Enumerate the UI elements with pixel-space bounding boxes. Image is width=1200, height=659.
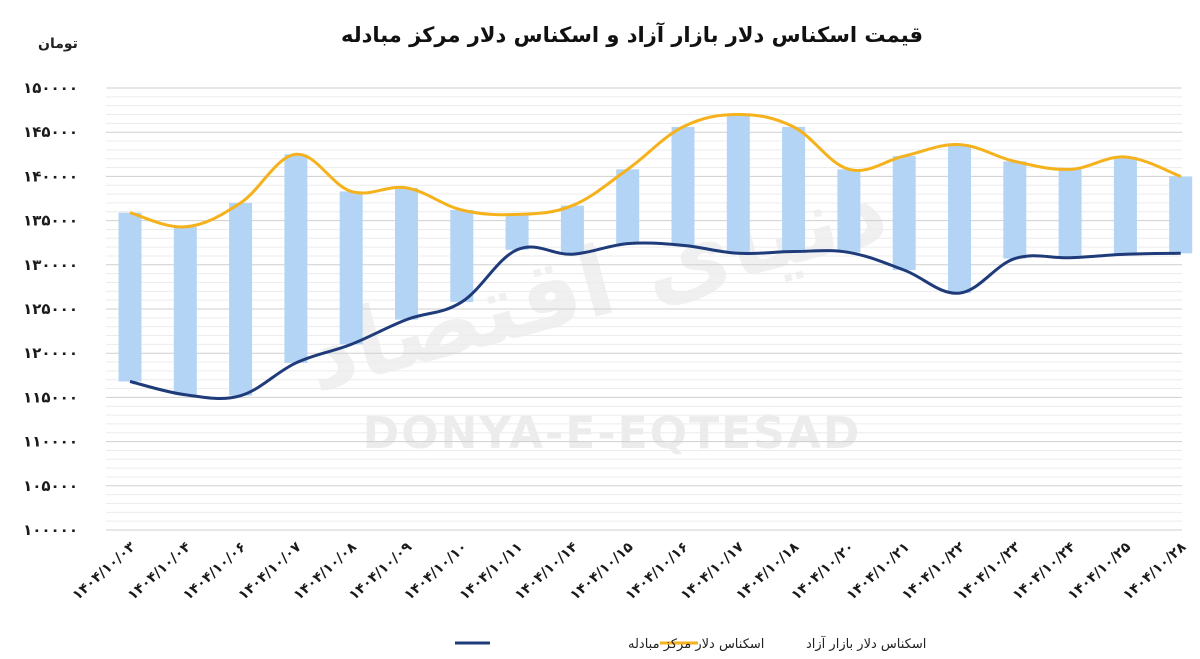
watermark: دنیای اقتصاد DONYA-E-EQTESAD	[293, 151, 898, 459]
range-bar	[616, 169, 640, 244]
y-tick-label: ۱۵۰۰۰۰	[23, 79, 78, 97]
range-bar	[1003, 161, 1027, 259]
y-tick-label: ۱۱۵۰۰۰	[23, 388, 78, 406]
range-bar	[395, 187, 418, 320]
range-bar	[726, 114, 750, 254]
range-bar	[837, 169, 861, 253]
range-bar	[948, 144, 971, 294]
y-tick-label: ۱۲۵۰۰۰	[23, 300, 78, 318]
range-bar	[229, 202, 253, 396]
range-bar	[173, 226, 197, 395]
range-bar	[505, 214, 529, 250]
x-axis-ticks: ۱۴۰۴/۱۰/۰۳۱۴۰۴/۱۰/۰۴۱۴۰۴/۱۰/۰۶۱۴۰۴/۱۰/۰۷…	[70, 539, 1190, 604]
range-bar	[671, 126, 695, 246]
y-tick-label: ۱۳۵۰۰۰	[23, 212, 78, 230]
range-bars	[118, 114, 1193, 396]
series-line-exchange-center	[129, 241, 1181, 401]
y-tick-label: ۱۴۵۰۰۰	[23, 123, 78, 141]
chart-title: قیمت اسکناس دلار بازار آزاد و اسکناس دلا…	[341, 22, 923, 47]
y-tick-label: ۱۳۰۰۰۰	[23, 256, 78, 274]
series-lines	[129, 113, 1182, 401]
y-tick-label: ۱۲۰۰۰۰	[23, 344, 78, 362]
legend-label-exchange-center: اسکناس دلار مرکز مبادله	[628, 637, 764, 652]
range-bar	[1113, 156, 1137, 255]
legend: اسکناس دلار بازار آزاد اسکناس دلار مرکز …	[455, 635, 926, 652]
range-bar	[1058, 169, 1082, 258]
y-tick-label: ۱۰۵۰۰۰	[23, 477, 78, 495]
y-axis-ticks: ۱۰۰۰۰۰ ۱۰۵۰۰۰ ۱۱۰۰۰۰ ۱۱۵۰۰۰ ۱۲۰۰۰۰ ۱۲۵۰۰۰ ۱۳۰۰…	[23, 79, 78, 539]
range-bar	[284, 154, 308, 363]
watermark-text: DONYA-E-EQTESAD	[363, 408, 862, 459]
y-axis-unit-label: تومان	[38, 36, 78, 52]
range-bar	[450, 209, 474, 302]
range-bar	[339, 191, 363, 345]
range-bar	[560, 205, 584, 255]
range-bar	[1169, 176, 1193, 254]
series-line-free-market	[129, 113, 1182, 229]
range-bar	[892, 156, 916, 271]
grid	[106, 87, 1182, 531]
legend-label-free-market: اسکناس دلار بازار آزاد	[806, 635, 926, 652]
y-tick-label: ۱۴۰۰۰۰	[23, 167, 78, 185]
range-bar	[118, 212, 142, 382]
y-tick-label: ۱۱۰۰۰۰	[23, 433, 78, 451]
range-bar	[782, 126, 806, 252]
y-tick-label: ۱۰۰۰۰۰	[23, 521, 78, 539]
